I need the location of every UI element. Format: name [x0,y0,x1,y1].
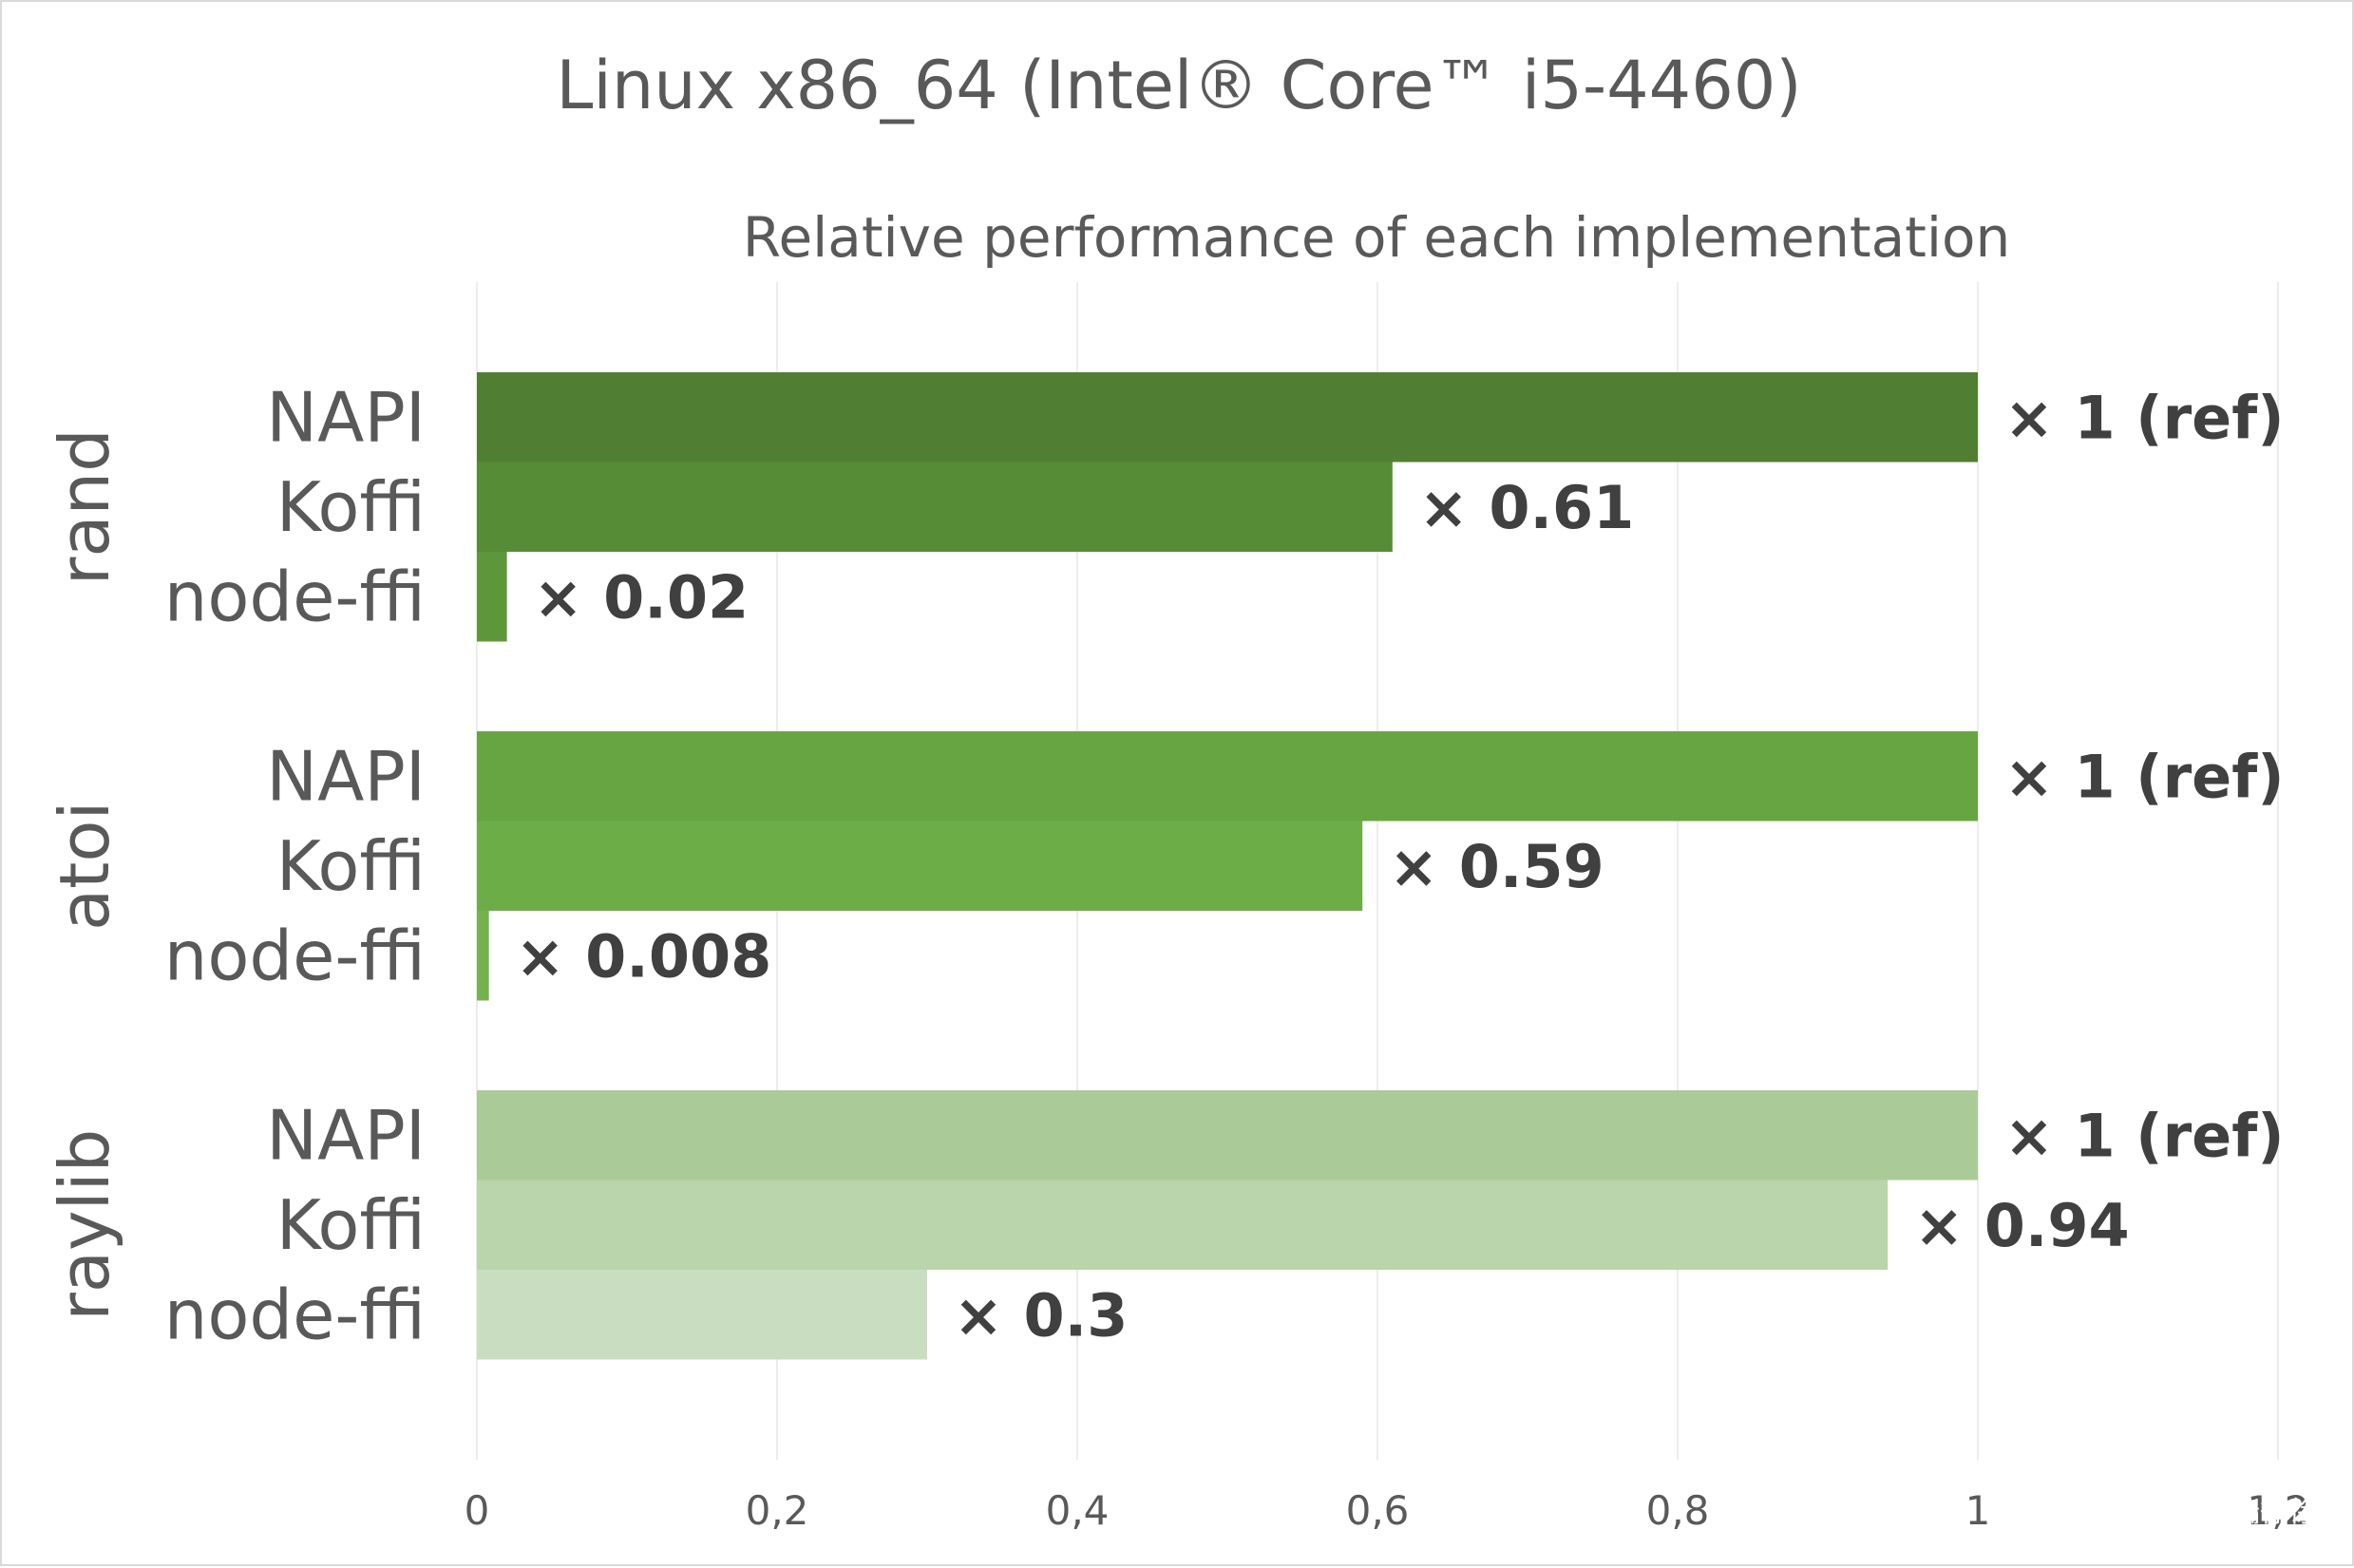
watermark: 掘金技术社区 @ 前端徐徐 [1985,1496,2317,1529]
x-axis-ticks: 0 0,2 0,4 0,6 0,8 1 1,2 [465,1487,2310,1534]
data-value-label: × 0.02 [534,562,750,632]
x-tick-label: 0,4 [1046,1487,1110,1534]
bar-rand-node-ffi [477,552,507,642]
group-label: atoi [45,802,124,931]
x-tick-label: 0 [465,1487,490,1534]
bar-category-label: node-ffi [164,916,426,995]
data-value-label: × 1 (ref) [2004,742,2285,811]
bars [477,372,1978,1360]
bar-category-label: Koffi [276,467,426,547]
bar-atoi-NAPI [477,731,1978,822]
bar-category-label: NAPI [266,377,426,457]
x-tick-label: 1 [1965,1487,1991,1534]
chart-subtitle: Relative performance of each implementat… [743,205,2010,270]
chart-title: Linux x86_64 (Intel® Core™ i5-4460) [556,47,1801,124]
data-value-label: × 0.59 [1389,832,1604,901]
data-value-label: × 0.94 [1914,1191,2130,1260]
bar-rand-Koffi [477,462,1393,552]
x-tick-label: 1,2 [2247,1487,2310,1534]
x-tick-label: 0,6 [1346,1487,1410,1534]
bar-category-label: node-ffi [164,1275,426,1354]
x-tick-label: 0,8 [1646,1487,1710,1534]
data-value-label: × 0.008 [516,921,772,991]
bar-category-label: node-ffi [164,557,426,636]
bar-category-label: NAPI [266,1095,426,1175]
data-value-label: × 1 (ref) [2004,383,2285,452]
bar-atoi-Koffi [477,821,1363,911]
bar-rand-NAPI [477,372,1978,463]
x-tick-label: 0,2 [746,1487,809,1534]
bar-raylib-NAPI [477,1090,1978,1181]
data-value-label: × 0.61 [1419,473,1635,542]
bar-category-label: Koffi [276,826,426,906]
bar-raylib-Koffi [477,1180,1889,1270]
data-value-label: × 1 (ref) [2004,1101,2285,1170]
group-label: raylib [45,1129,124,1321]
bar-raylib-node-ffi [477,1270,927,1360]
data-value-label: × 0.3 [954,1280,1128,1350]
bar-category-label: Koffi [276,1185,426,1265]
bar-category-label: NAPI [266,736,426,816]
bar-atoi-node-ffi [477,911,489,1001]
labels: NAPI × 1 (ref) Koffi × 0.61 node-ffi × 0.02 ra… [45,377,2285,1354]
group-label: rand [45,428,124,585]
